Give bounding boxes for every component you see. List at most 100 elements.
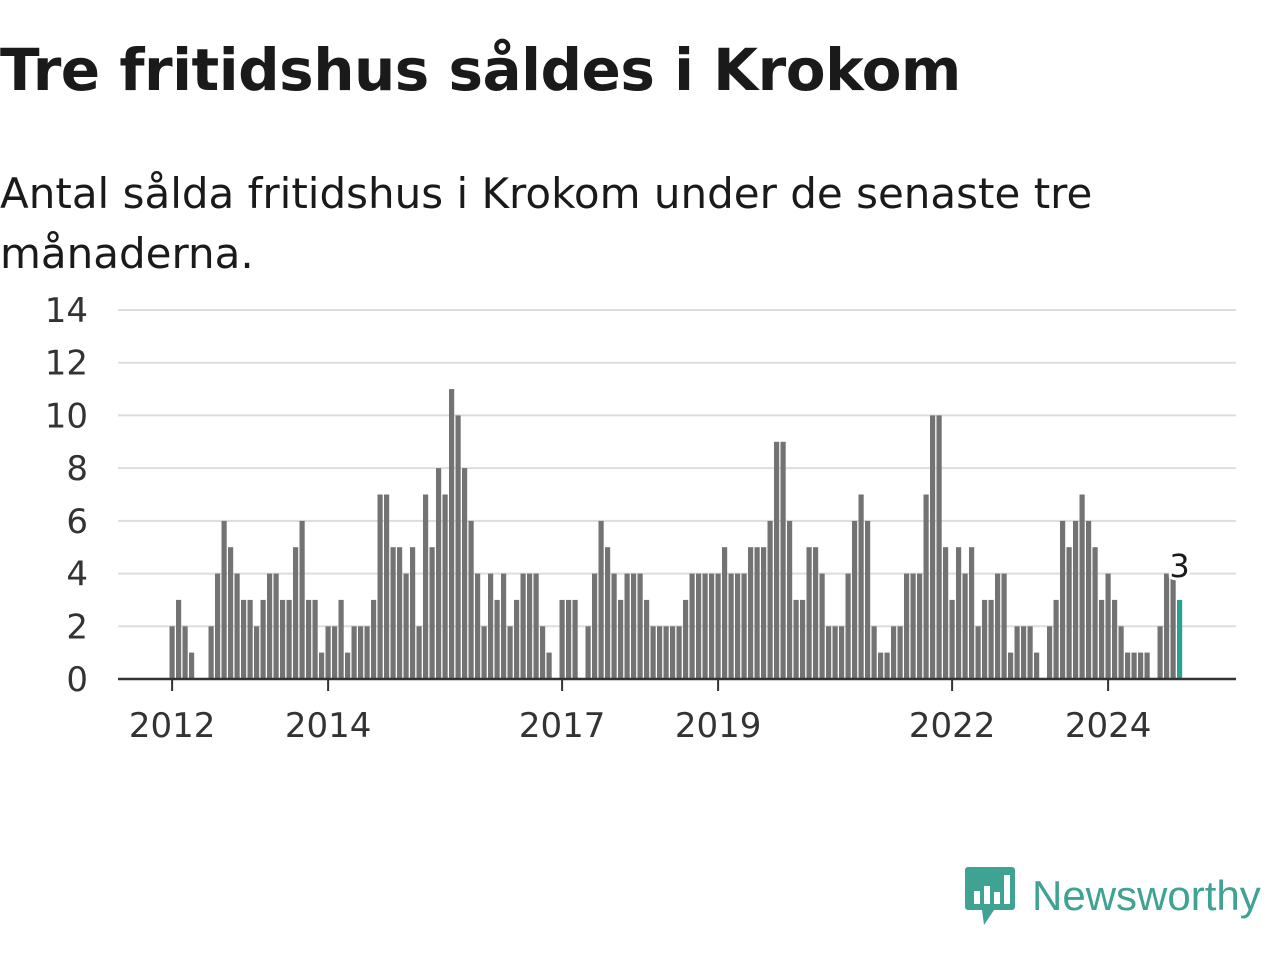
bar (566, 599, 572, 679)
bar (826, 626, 832, 679)
bar (728, 573, 734, 679)
brand-name: Newsworthy (1032, 872, 1261, 919)
bar (813, 547, 819, 679)
bar (1073, 520, 1079, 679)
chart-title: Tre fritidshus såldes i Krokom (0, 36, 961, 104)
bar (540, 626, 546, 679)
bar (390, 547, 396, 679)
bar (351, 626, 357, 679)
bar (221, 520, 227, 679)
bar (624, 573, 630, 679)
bar (891, 626, 897, 679)
bar (1027, 626, 1033, 679)
bar (423, 494, 429, 679)
bar (605, 547, 611, 679)
bar (442, 494, 448, 679)
bar (260, 599, 266, 679)
bar (598, 520, 604, 679)
bar (1008, 652, 1014, 679)
data-labels: 3 (1166, 544, 1192, 588)
bar (676, 626, 682, 679)
bar (722, 547, 728, 679)
bar (436, 468, 442, 679)
bar (878, 652, 884, 679)
bar (767, 520, 773, 679)
bar (429, 547, 435, 679)
bar (1118, 626, 1124, 679)
bar (780, 441, 786, 679)
bar (696, 573, 702, 679)
bar (345, 652, 351, 679)
bar (644, 599, 650, 679)
bar (364, 626, 370, 679)
bar (871, 626, 877, 679)
bar (709, 573, 715, 679)
bar (1047, 626, 1053, 679)
bar (416, 626, 422, 679)
bar (631, 573, 637, 679)
bar (741, 573, 747, 679)
y-tick-label: 14 (45, 291, 88, 331)
bar (273, 573, 279, 679)
bar (1105, 573, 1111, 679)
bar (702, 573, 708, 679)
bar (384, 494, 390, 679)
bar (208, 626, 214, 679)
y-tick-label: 12 (45, 344, 88, 384)
bar (176, 599, 182, 679)
bar (657, 626, 663, 679)
x-tick-label: 2017 (519, 706, 606, 746)
bar (449, 389, 455, 679)
bar (832, 626, 838, 679)
x-tick-label: 2024 (1065, 706, 1152, 746)
bar (546, 652, 552, 679)
y-tick-label: 0 (66, 660, 88, 700)
bar (234, 573, 240, 679)
bar (689, 573, 695, 679)
bar (475, 573, 481, 679)
bar (1157, 626, 1163, 679)
bar (1053, 599, 1059, 679)
bar (1066, 547, 1072, 679)
bar (930, 415, 936, 679)
bar (800, 599, 806, 679)
chart-subtitle: Antal sålda fritidshus i Krokom under de… (0, 169, 1093, 278)
x-tick-label: 2022 (909, 706, 996, 746)
bar (306, 599, 312, 679)
bar (1170, 573, 1176, 679)
bar (761, 547, 767, 679)
bar (572, 599, 578, 679)
bar (904, 573, 910, 679)
bar (533, 573, 539, 679)
bar (611, 573, 617, 679)
bar (650, 626, 656, 679)
x-tick-label: 2019 (675, 706, 762, 746)
bar (189, 652, 195, 679)
bar (267, 573, 273, 679)
bar (806, 547, 812, 679)
y-tick-label: 10 (45, 396, 88, 436)
bar (982, 599, 988, 679)
bar (754, 547, 760, 679)
bar (956, 547, 962, 679)
bar (371, 599, 377, 679)
bar-latest (1177, 599, 1183, 679)
bar (793, 599, 799, 679)
bar (618, 599, 624, 679)
bar (715, 573, 721, 679)
y-tick-label: 4 (66, 555, 88, 595)
bar (507, 626, 513, 679)
bar (975, 626, 981, 679)
bar (910, 573, 916, 679)
bar (839, 626, 845, 679)
bar (787, 520, 793, 679)
newsworthy-brand: Newsworthy (964, 864, 1261, 928)
bar (280, 599, 286, 679)
bar (488, 573, 494, 679)
bar (338, 599, 344, 679)
bar (936, 415, 942, 679)
bars (169, 389, 1183, 679)
bar (683, 599, 689, 679)
bar (1014, 626, 1020, 679)
bar (377, 494, 383, 679)
